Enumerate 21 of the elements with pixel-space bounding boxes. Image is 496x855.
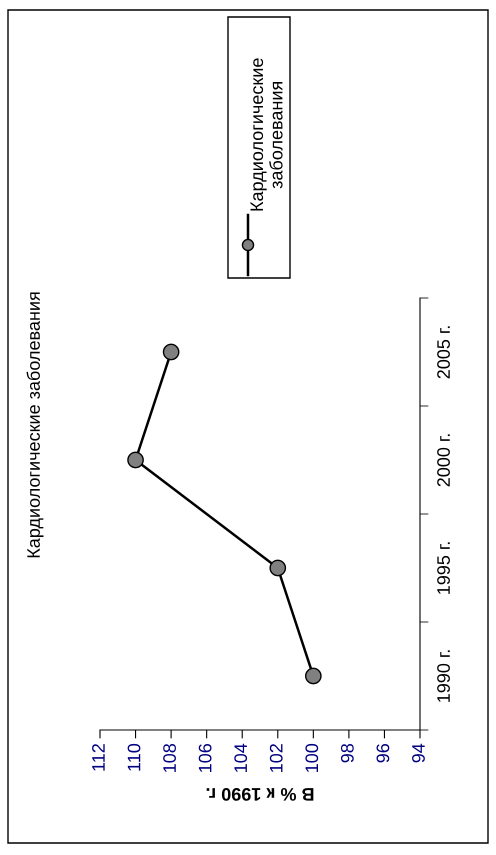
x-tick-label: 108 (163, 744, 176, 772)
point (269, 560, 286, 576)
x-tick-label: 94 (412, 744, 425, 762)
x-tick-label: 106 (198, 744, 212, 772)
point (162, 344, 180, 360)
y-tick-label: 2000 г. (437, 434, 450, 486)
point (127, 452, 144, 468)
x-tick-label: 102 (270, 744, 283, 772)
x-tick-label: 112 (92, 744, 105, 771)
x-tick-label: 100 (305, 744, 318, 772)
point (305, 668, 322, 684)
x-axis-title: В % к 1990 г. (206, 788, 314, 801)
y-tick-label: 1995 г. (437, 542, 450, 594)
x-tick-label: 98 (340, 744, 354, 762)
text: Кардиологические заболевания (26, 292, 44, 558)
y-tick-label: 1990 г. (437, 650, 450, 702)
x-tick-label: 110 (128, 744, 140, 771)
y-tick-label: 2005 г. (437, 326, 450, 378)
text: Кардиологические заболевания (250, 58, 283, 211)
x-tick-label: 104 (234, 744, 248, 772)
x-tick-label: 96 (376, 744, 390, 762)
